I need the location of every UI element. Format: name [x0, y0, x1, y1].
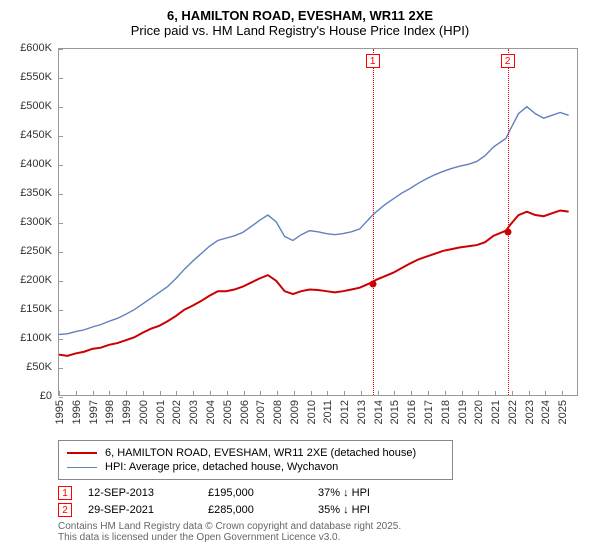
chart-container: £0 £50K £100K £150K £200K £250K £300K £350K £400…	[10, 44, 590, 434]
marker-diff: 35% ↓ HPI	[318, 504, 408, 516]
x-tick-label: 2007	[255, 400, 267, 424]
x-tick-label: 2001	[155, 400, 167, 424]
x-axis: 1995199619971998199920002001200220032004…	[58, 398, 578, 432]
title-line1: 6, HAMILTON ROAD, EVESHAM, WR11 2XE	[10, 8, 590, 23]
marker-table: 1 12-SEP-2013£195,00037% ↓ HPI 2 29-SEP-202…	[58, 486, 590, 517]
x-tick-label: 2011	[322, 400, 334, 424]
legend-swatch	[67, 467, 97, 468]
x-tick-label: 2022	[507, 400, 519, 424]
y-tick-label: £500K	[20, 100, 52, 112]
x-tick-label: 1997	[88, 400, 100, 424]
marker-vlabel: 2	[501, 54, 515, 68]
x-tick-label: 2021	[490, 400, 502, 424]
x-tick-label: 2024	[540, 400, 552, 424]
y-tick-label: £200K	[20, 274, 52, 286]
footer-line1: Contains HM Land Registry data © Crown c…	[58, 521, 590, 532]
y-tick-label: £300K	[20, 216, 52, 228]
chart-svg	[59, 49, 577, 395]
x-tick-label: 2017	[423, 400, 435, 424]
legend-item: HPI: Average price, detached house, Wych…	[67, 461, 444, 473]
y-tick-label: £0	[40, 390, 52, 402]
y-tick-label: £350K	[20, 187, 52, 199]
x-tick-label: 2025	[557, 400, 569, 424]
footer-line2: This data is licensed under the Open Gov…	[58, 532, 590, 543]
legend-box: 6, HAMILTON ROAD, EVESHAM, WR11 2XE (det…	[58, 440, 453, 480]
y-tick-label: £50K	[26, 361, 52, 373]
footer: Contains HM Land Registry data © Crown c…	[58, 521, 590, 543]
x-tick-label: 2005	[222, 400, 234, 424]
x-tick-label: 1996	[71, 400, 83, 424]
marker-dot	[504, 228, 511, 235]
plot-area: 12	[58, 48, 578, 396]
y-axis: £0£50K£100K£150K£200K£250K£300K£350K£400…	[10, 48, 56, 396]
x-tick-label: 2002	[171, 400, 183, 424]
marker-number-box: 1	[58, 486, 72, 500]
x-tick-label: 1999	[121, 400, 133, 424]
x-tick-label: 2016	[406, 400, 418, 424]
marker-diff: 37% ↓ HPI	[318, 487, 408, 499]
y-tick-label: £400K	[20, 158, 52, 170]
y-tick-label: £600K	[20, 42, 52, 54]
x-tick-label: 2012	[339, 400, 351, 424]
x-tick-label: 2015	[389, 400, 401, 424]
x-tick-label: 2006	[239, 400, 251, 424]
x-tick-label: 2008	[272, 400, 284, 424]
y-tick-label: £450K	[20, 129, 52, 141]
marker-price: £285,000	[208, 504, 318, 516]
marker-price: £195,000	[208, 487, 318, 499]
legend-label: 6, HAMILTON ROAD, EVESHAM, WR11 2XE (det…	[105, 447, 416, 459]
x-tick-label: 1998	[104, 400, 116, 424]
x-tick-label: 2003	[188, 400, 200, 424]
marker-row: 2 29-SEP-2021£285,00035% ↓ HPI	[58, 503, 590, 517]
y-tick-label: £150K	[20, 303, 52, 315]
x-tick-label: 2018	[440, 400, 452, 424]
x-tick-label: 2014	[373, 400, 385, 424]
y-tick-label: £250K	[20, 245, 52, 257]
series-hpi	[59, 107, 569, 335]
legend-label: HPI: Average price, detached house, Wych…	[105, 461, 338, 473]
x-tick-label: 2013	[356, 400, 368, 424]
x-tick-label: 2009	[289, 400, 301, 424]
marker-date: 29-SEP-2021	[88, 504, 208, 516]
marker-number-box: 2	[58, 503, 72, 517]
x-tick-label: 2023	[524, 400, 536, 424]
y-tick-label: £100K	[20, 332, 52, 344]
x-tick-label: 2000	[138, 400, 150, 424]
marker-date: 12-SEP-2013	[88, 487, 208, 499]
legend-swatch	[67, 452, 97, 454]
x-tick-label: 2020	[473, 400, 485, 424]
title-line2: Price paid vs. HM Land Registry's House …	[10, 23, 590, 38]
x-tick-label: 2019	[457, 400, 469, 424]
legend-item: 6, HAMILTON ROAD, EVESHAM, WR11 2XE (det…	[67, 447, 444, 459]
x-tick-label: 1995	[54, 400, 66, 424]
marker-row: 1 12-SEP-2013£195,00037% ↓ HPI	[58, 486, 590, 500]
marker-vline	[508, 49, 509, 395]
x-tick-label: 2010	[306, 400, 318, 424]
x-tick-label: 2004	[205, 400, 217, 424]
marker-dot	[369, 280, 376, 287]
series-price_paid	[59, 210, 569, 355]
marker-vlabel: 1	[366, 54, 380, 68]
marker-vline	[373, 49, 374, 395]
y-tick-label: £550K	[20, 71, 52, 83]
chart-title: 6, HAMILTON ROAD, EVESHAM, WR11 2XE Pric…	[10, 8, 590, 38]
